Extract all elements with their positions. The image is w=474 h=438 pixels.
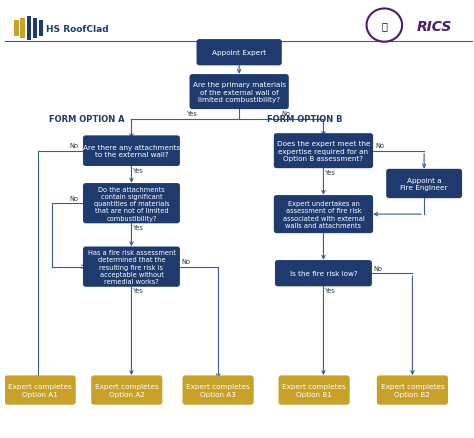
Text: Yes: Yes bbox=[325, 170, 336, 176]
Text: Is the fire risk low?: Is the fire risk low? bbox=[290, 271, 357, 276]
FancyBboxPatch shape bbox=[274, 196, 373, 233]
Text: FORM OPTION A: FORM OPTION A bbox=[49, 115, 125, 124]
Text: Do the attachments
contain significant
quantities of materials
that are not of l: Do the attachments contain significant q… bbox=[94, 186, 169, 221]
Text: Appoint Expert: Appoint Expert bbox=[212, 50, 266, 56]
FancyBboxPatch shape bbox=[83, 136, 180, 166]
FancyBboxPatch shape bbox=[190, 75, 289, 110]
Text: FORM OPTION B: FORM OPTION B bbox=[267, 115, 343, 124]
FancyBboxPatch shape bbox=[14, 21, 18, 37]
Text: Expert undertakes an
assessment of fire risk
associated with external
walls and : Expert undertakes an assessment of fire … bbox=[283, 201, 365, 229]
Text: Yes: Yes bbox=[133, 225, 144, 231]
FancyBboxPatch shape bbox=[386, 170, 462, 199]
FancyBboxPatch shape bbox=[197, 40, 282, 66]
FancyBboxPatch shape bbox=[83, 247, 180, 287]
Text: No: No bbox=[282, 111, 291, 117]
Text: Yes: Yes bbox=[187, 111, 198, 117]
Text: RICS: RICS bbox=[417, 20, 453, 34]
Text: No: No bbox=[70, 195, 79, 201]
FancyBboxPatch shape bbox=[83, 184, 180, 224]
Text: Are there any attachments
to the external wall?: Are there any attachments to the externa… bbox=[83, 145, 180, 158]
Text: Are the primary materials
of the external wall of
limited combustibility?: Are the primary materials of the externa… bbox=[192, 82, 286, 102]
Text: Does the expert meet the
expertise required for an
Option B assessment?: Does the expert meet the expertise requi… bbox=[277, 141, 370, 162]
FancyBboxPatch shape bbox=[33, 19, 37, 39]
FancyBboxPatch shape bbox=[20, 19, 25, 39]
Text: No: No bbox=[375, 143, 384, 149]
Text: No: No bbox=[374, 265, 383, 271]
Text: HS RoofClad: HS RoofClad bbox=[46, 25, 109, 34]
FancyBboxPatch shape bbox=[377, 375, 448, 405]
FancyBboxPatch shape bbox=[27, 17, 31, 41]
Text: Expert completes
Option A3: Expert completes Option A3 bbox=[186, 384, 250, 397]
Text: Expert completes
Option A2: Expert completes Option A2 bbox=[95, 384, 159, 397]
Text: 🦁: 🦁 bbox=[382, 21, 387, 31]
FancyBboxPatch shape bbox=[39, 21, 43, 37]
FancyBboxPatch shape bbox=[274, 134, 373, 169]
FancyBboxPatch shape bbox=[279, 375, 350, 405]
FancyBboxPatch shape bbox=[182, 375, 254, 405]
Text: Yes: Yes bbox=[133, 288, 144, 293]
Text: No: No bbox=[70, 143, 79, 149]
Text: Yes: Yes bbox=[133, 168, 144, 173]
Text: Expert completes
Option B2: Expert completes Option B2 bbox=[381, 384, 444, 397]
Text: Has a fire risk assessment
determined that the
resulting fire risk is
acceptable: Has a fire risk assessment determined th… bbox=[88, 250, 175, 285]
FancyBboxPatch shape bbox=[91, 375, 163, 405]
Text: Expert completes
Option B1: Expert completes Option B1 bbox=[282, 384, 346, 397]
Text: Yes: Yes bbox=[325, 287, 336, 293]
FancyBboxPatch shape bbox=[275, 261, 372, 287]
Text: Appoint a
Fire Engineer: Appoint a Fire Engineer bbox=[401, 177, 448, 191]
Text: No: No bbox=[182, 259, 191, 265]
Text: Expert completes
Option A1: Expert completes Option A1 bbox=[8, 384, 72, 397]
FancyBboxPatch shape bbox=[5, 375, 76, 405]
